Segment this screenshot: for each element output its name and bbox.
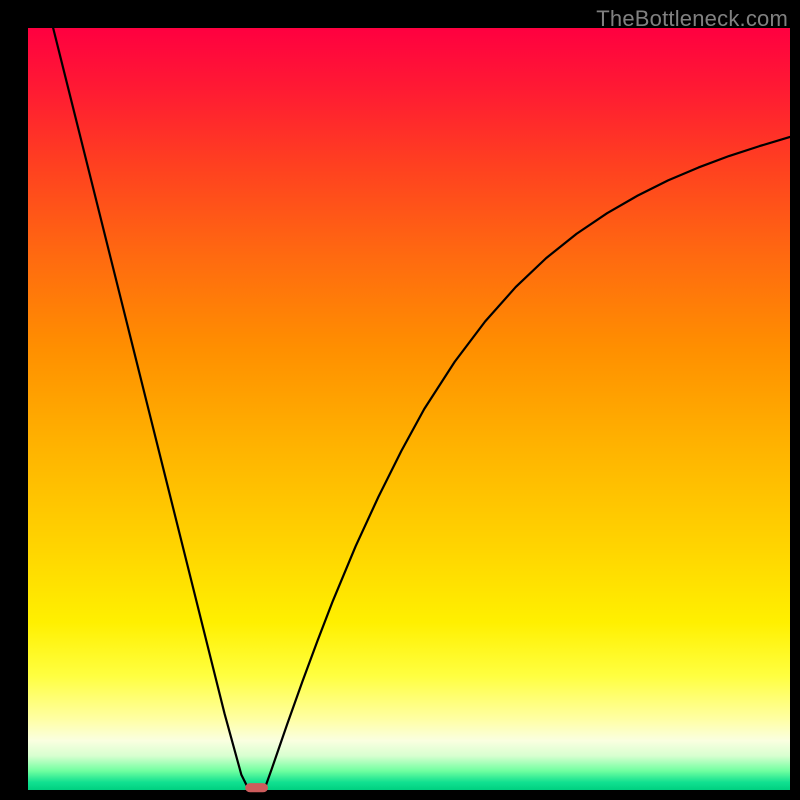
- chart-svg: [0, 0, 800, 800]
- attribution-label: TheBottleneck.com: [596, 6, 788, 32]
- chart-stage: TheBottleneck.com: [0, 0, 800, 800]
- plot-area-gradient: [28, 28, 790, 790]
- valley-marker: [245, 783, 268, 792]
